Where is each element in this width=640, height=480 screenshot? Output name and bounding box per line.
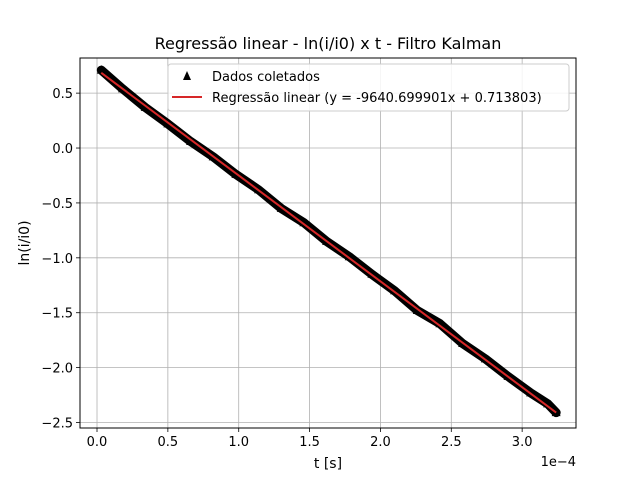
plot-area-frame	[79, 57, 577, 429]
legend-label-data: Dados coletados	[212, 70, 320, 85]
data-point-triangle	[390, 285, 400, 295]
x-tick-label: 1.0	[228, 435, 249, 450]
x-tick-label: 0.5	[158, 435, 179, 450]
x-axis-offset-label: 1e−4	[541, 455, 576, 470]
y-axis-label: ln(i/i0)	[17, 220, 33, 265]
x-tick-label: 1.5	[299, 435, 320, 450]
data-point-triangle	[344, 251, 354, 261]
y-tick-label: −0.5	[41, 197, 73, 212]
x-tick-label: 0.0	[87, 435, 108, 450]
y-tick-label: −1.5	[41, 307, 73, 322]
x-tick-label: 2.5	[441, 435, 462, 450]
x-tick-label: 3.0	[512, 435, 533, 450]
y-tick-label: −2.0	[41, 362, 73, 377]
legend-label-regression: Regressão linear (y = -9640.699901x + 0.…	[212, 91, 542, 106]
y-tick-label: 0.0	[52, 142, 73, 157]
axis-ticks: 0.0 0.5 1.0 1.5 2.0 2.5 3.0 0.5 0.0 −0.5 −1.0 −1.5 −…	[41, 87, 532, 450]
data-point-triangle	[96, 65, 106, 74]
chart-title: Regressão linear - ln(i/i0) x t - Filtro…	[155, 34, 502, 53]
data-point-triangle	[299, 217, 309, 227]
legend-frame	[167, 63, 570, 112]
y-tick-label: −2.5	[41, 417, 73, 432]
legend: Dados coletados Regressão linear (y = -9…	[167, 63, 570, 112]
regression-line	[100, 72, 557, 414]
data-layer	[96, 65, 561, 418]
x-tick-label: 2.0	[370, 435, 391, 450]
legend-marker-triangle-icon	[183, 71, 191, 80]
y-tick-label: −1.0	[41, 252, 73, 267]
grid-lines	[80, 58, 576, 428]
y-tick-label: 0.5	[52, 87, 73, 102]
x-axis-label: t [s]	[314, 456, 342, 472]
